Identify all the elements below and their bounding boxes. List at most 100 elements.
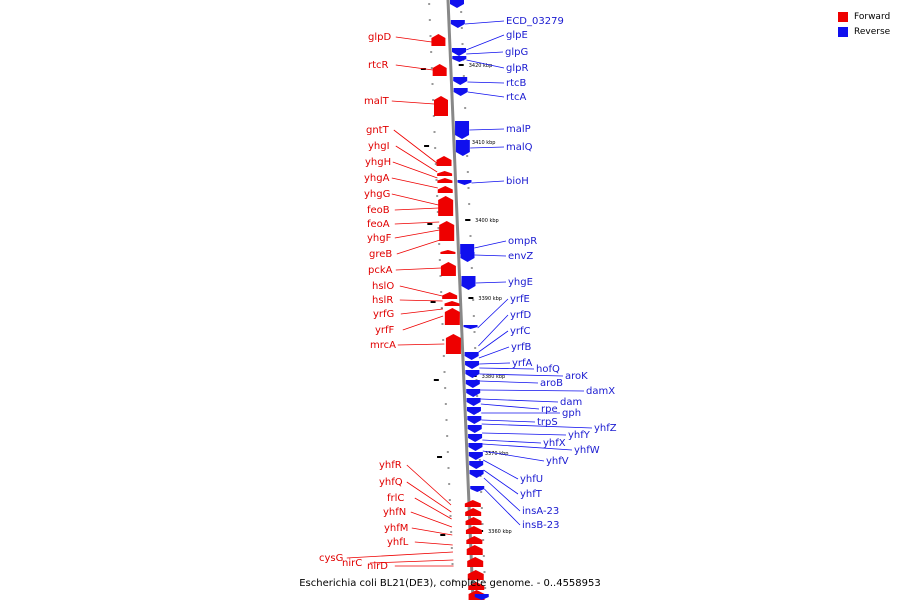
gene-label-rtcr: rtcR	[368, 60, 389, 71]
gene-label-rtca: rtcA	[506, 92, 527, 103]
gene-label-yhfx: yhfX	[543, 438, 566, 449]
gene-label-hslr: hslR	[372, 295, 393, 306]
reverse-gene-block	[450, 20, 465, 28]
reverse-gene-block	[470, 486, 485, 492]
gene-label-trps: trpS	[537, 417, 558, 428]
reverse-gene-block	[464, 352, 479, 360]
forward-gene-block	[444, 301, 460, 306]
gene-label-gntt: gntT	[366, 125, 390, 136]
scale-tick-label: 3380 kbp	[482, 374, 506, 380]
gene-label-yhgi: yhgI	[368, 141, 390, 152]
forward-gene-block	[465, 508, 482, 516]
forward-leader	[395, 267, 442, 271]
forward-leader	[392, 161, 438, 179]
reverse-gene-block	[468, 434, 483, 442]
reverse-leader	[483, 477, 521, 512]
gene-label-yhfv: yhfV	[546, 456, 569, 467]
reverse-gene-block	[452, 56, 467, 62]
gene-label-hofq: hofQ	[536, 364, 560, 375]
gene-label-dam: dam	[560, 397, 582, 408]
gene-label-yhfw: yhfW	[574, 445, 600, 456]
gene-label-glpr: glpR	[506, 63, 528, 74]
reverse-gene-block	[457, 180, 472, 185]
gene-label-rtcb: rtcB	[506, 78, 527, 89]
gene-label-feob: feoB	[367, 205, 390, 216]
reverse-gene-block	[468, 443, 483, 451]
forward-leader	[397, 343, 445, 346]
gene-label-yrfg: yrfG	[373, 309, 394, 320]
forward-gene-block	[465, 517, 482, 525]
reverse-gene-block	[461, 276, 476, 290]
gene-label-yhfu: yhfU	[520, 474, 543, 485]
gene-label-yhfn: yhfN	[383, 507, 406, 518]
forward-leader	[399, 299, 443, 302]
forward-leader	[394, 221, 440, 225]
gene-label-yhfr: yhfR	[379, 460, 402, 471]
reverse-leader	[467, 91, 505, 98]
reverse-leader	[469, 128, 505, 131]
reverse-swatch	[838, 26, 848, 37]
forward-gene-block	[442, 292, 458, 299]
reverse-gene-block	[460, 252, 475, 262]
reverse-leader	[466, 51, 504, 55]
legend-forward-label: Forward	[854, 11, 891, 22]
forward-gene-block	[467, 557, 484, 567]
reverse-leader	[482, 443, 573, 451]
reverse-leader	[477, 298, 509, 329]
gene-label-glpe: glpE	[506, 30, 528, 41]
gene-label-yhft: yhfT	[520, 489, 543, 500]
reverse-gene-block	[467, 425, 482, 433]
gene-label-cysg: cysG	[319, 553, 343, 564]
reverse-leader	[474, 240, 507, 249]
forward-gene-block	[444, 308, 460, 325]
reverse-gene-block	[467, 416, 482, 424]
reverse-gene-block	[453, 77, 468, 85]
legend: Forward Reverse	[838, 9, 890, 39]
gene-label-malq: malQ	[506, 142, 533, 153]
reverse-leader	[467, 81, 505, 84]
reverse-gene-block	[466, 407, 481, 415]
forward-leader	[394, 229, 440, 239]
genome-axis	[446, 0, 475, 600]
reverse-leader	[471, 180, 505, 184]
reverse-leader	[478, 330, 509, 353]
gene-label-yrff: yrfF	[375, 325, 395, 336]
gene-label-hslo: hslO	[372, 281, 394, 292]
gene-label-nirc: nirC	[342, 558, 362, 569]
reverse-gene-block	[466, 389, 481, 397]
legend-forward: Forward	[838, 9, 890, 24]
gene-label-bioh: bioH	[506, 176, 529, 187]
reverse-leader	[482, 459, 519, 480]
gene-label-ecd-03279: ECD_03279	[506, 16, 564, 27]
forward-leader	[399, 285, 443, 297]
forward-leader	[414, 541, 453, 546]
gene-label-yrfb: yrfB	[511, 342, 532, 353]
gene-label-feoa: feoA	[367, 219, 390, 230]
reverse-leader	[475, 281, 507, 284]
forward-gene-block	[466, 536, 483, 544]
gene-label-glpg: glpG	[505, 47, 528, 58]
gene-label-arob: aroB	[540, 378, 563, 389]
gene-label-yhfz: yhfZ	[594, 423, 617, 434]
reverse-leader	[481, 423, 593, 429]
reverse-leader	[464, 20, 505, 25]
reverse-leader	[478, 346, 510, 359]
scale-tick-label: 3400 kbp	[475, 218, 499, 224]
forward-gene-block	[434, 96, 448, 116]
forward-leader	[393, 129, 438, 164]
gene-label-insb-23: insB-23	[522, 520, 560, 531]
reverse-leader	[474, 254, 507, 257]
reverse-gene-block	[450, 0, 464, 8]
reverse-leader	[478, 314, 509, 347]
reverse-gene-block	[465, 361, 480, 369]
forward-gene-block	[445, 334, 461, 354]
genome-caption: Escherichia coli BL21(DE3), complete gen…	[299, 578, 601, 589]
scale-tick-label: 3410 kbp	[472, 140, 496, 146]
scale-tick-label: 3390 kbp	[478, 296, 502, 302]
gene-label-arok: aroK	[565, 371, 588, 382]
scale-tick-label: 3370 kbp	[485, 451, 509, 457]
gene-label-yrfe: yrfE	[510, 294, 530, 305]
reverse-gene-block	[465, 380, 480, 388]
forward-leader	[396, 239, 441, 255]
